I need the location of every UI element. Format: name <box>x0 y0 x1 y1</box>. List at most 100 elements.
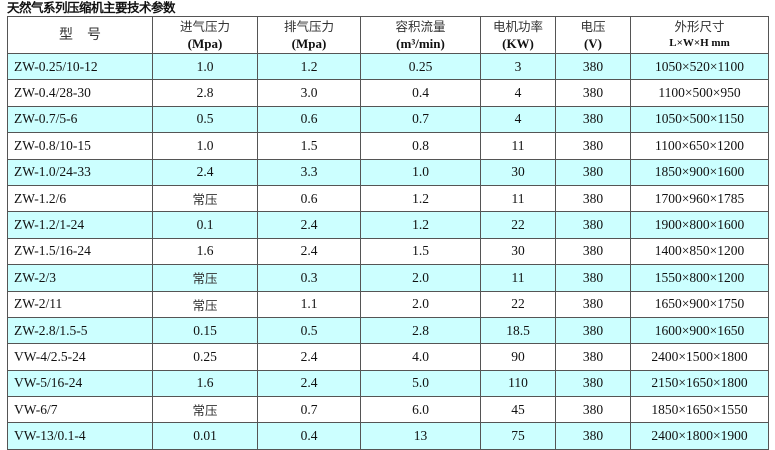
cell-model: ZW-2/3 <box>7 264 153 292</box>
header-label: 电压 <box>580 19 606 34</box>
header-unit: (KW) <box>502 36 534 51</box>
cell-model: ZW-2/11 <box>7 290 153 318</box>
cell-model: ZW-0.25/10-12 <box>7 52 153 81</box>
cell-voltage: 380 <box>555 290 631 318</box>
cell-model: ZW-0.8/10-15 <box>7 132 153 160</box>
header-row: 型 号 进气压力 (Mpa) 排气压力 (Mpa) 容积流量 (m³/min) 电机功率 (KW… <box>7 16 769 54</box>
header-label: 排气压力 <box>283 19 334 34</box>
header-label: 外形尺寸 <box>674 19 725 34</box>
cell-dimensions: 2150×1650×1800 <box>630 369 769 398</box>
cell-voltage: 380 <box>555 343 631 371</box>
cell-inlet-pressure: 2.4 <box>152 158 258 186</box>
cell-dimensions: 1850×900×1600 <box>630 158 769 186</box>
cell-dimensions: 1600×900×1650 <box>630 316 769 345</box>
cell-motor-power: 45 <box>480 396 556 424</box>
cell-flow: 6.0 <box>360 396 481 424</box>
header-label: 电机功率 <box>492 19 543 34</box>
table-row: ZW-1.2/6 常压 0.6 1.2 11 380 1700×960×1785 <box>7 184 769 213</box>
cell-motor-power: 110 <box>480 369 556 398</box>
cell-outlet-pressure: 0.7 <box>257 396 361 424</box>
header-unit: (V) <box>583 36 603 51</box>
cell-model: ZW-0.7/5-6 <box>7 105 153 134</box>
cell-outlet-pressure: 3.0 <box>257 79 361 107</box>
cell-dimensions: 1100×500×950 <box>630 79 769 107</box>
cell-flow: 0.7 <box>360 105 481 134</box>
cell-inlet-pressure: 常压 <box>152 290 258 318</box>
table-row: ZW-0.7/5-6 0.5 0.6 0.7 4 380 1050×500×1150 <box>7 105 769 134</box>
cell-flow: 2.8 <box>360 316 481 345</box>
spec-table: 型 号 进气压力 (Mpa) 排气压力 (Mpa) 容积流量 (m³/min) 电机功率 (KW… <box>7 16 769 450</box>
cell-voltage: 380 <box>555 264 631 292</box>
cell-flow: 5.0 <box>360 369 481 398</box>
cell-inlet-pressure: 0.15 <box>152 316 258 345</box>
table-row: ZW-1.0/24-33 2.4 3.3 1.0 30 380 1850×900×1600 <box>7 158 769 186</box>
cell-motor-power: 30 <box>480 158 556 186</box>
cell-outlet-pressure: 2.4 <box>257 237 361 266</box>
cell-outlet-pressure: 3.3 <box>257 158 361 186</box>
cell-outlet-pressure: 2.4 <box>257 369 361 398</box>
cell-flow: 0.8 <box>360 132 481 160</box>
cell-motor-power: 11 <box>480 184 556 213</box>
header-flow: 容积流量 (m³/min) <box>360 16 481 54</box>
cell-flow: 0.25 <box>360 52 481 81</box>
cell-flow: 1.2 <box>360 184 481 213</box>
header-unit: (Mpa) <box>291 36 327 51</box>
cell-outlet-pressure: 0.5 <box>257 316 361 345</box>
cell-outlet-pressure: 0.6 <box>257 184 361 213</box>
table-row: VW-4/2.5-24 0.25 2.4 4.0 90 380 2400×1500×1800 <box>7 343 769 371</box>
cell-inlet-pressure: 1.6 <box>152 237 258 266</box>
cell-flow: 2.0 <box>360 264 481 292</box>
table-row: ZW-2/3 常压 0.3 2.0 11 380 1550×800×1200 <box>7 264 769 292</box>
cell-model: ZW-1.5/16-24 <box>7 237 153 266</box>
cell-dimensions: 1100×650×1200 <box>630 132 769 160</box>
cell-motor-power: 75 <box>480 422 556 450</box>
cell-inlet-pressure: 常压 <box>152 184 258 213</box>
cell-outlet-pressure: 2.4 <box>257 211 361 239</box>
table-row: VW-5/16-24 1.6 2.4 5.0 110 380 2150×1650×1800 <box>7 369 769 398</box>
cell-dimensions: 1700×960×1785 <box>630 184 769 213</box>
header-label: 容积流量 <box>395 19 446 34</box>
cell-motor-power: 18.5 <box>480 316 556 345</box>
cell-model: ZW-1.0/24-33 <box>7 158 153 186</box>
cell-outlet-pressure: 1.1 <box>257 290 361 318</box>
cell-inlet-pressure: 常压 <box>152 264 258 292</box>
cell-voltage: 380 <box>555 422 631 450</box>
cell-motor-power: 11 <box>480 264 556 292</box>
cell-outlet-pressure: 0.3 <box>257 264 361 292</box>
cell-voltage: 380 <box>555 237 631 266</box>
header-label: 进气压力 <box>179 19 230 34</box>
table-row: ZW-0.25/10-12 1.0 1.2 0.25 3 380 1050×520×1100 <box>7 52 769 81</box>
header-inlet-pressure: 进气压力 (Mpa) <box>152 16 258 54</box>
cell-model: VW-6/7 <box>7 396 153 424</box>
table-title: 天然气系列压缩机主要技术参数 <box>7 0 176 15</box>
cell-voltage: 380 <box>555 105 631 134</box>
header-motor-power: 电机功率 (KW) <box>480 16 556 54</box>
cell-voltage: 380 <box>555 396 631 424</box>
cell-dimensions: 1400×850×1200 <box>630 237 769 266</box>
cell-flow: 13 <box>360 422 481 450</box>
cell-outlet-pressure: 1.2 <box>257 52 361 81</box>
table-row: ZW-1.5/16-24 1.6 2.4 1.5 30 380 1400×850×1200 <box>7 237 769 266</box>
cell-motor-power: 22 <box>480 211 556 239</box>
cell-dimensions: 2400×1500×1800 <box>630 343 769 371</box>
cell-inlet-pressure: 0.5 <box>152 105 258 134</box>
cell-inlet-pressure: 常压 <box>152 396 258 424</box>
table-row: ZW-0.8/10-15 1.0 1.5 0.8 11 380 1100×650×1200 <box>7 132 769 160</box>
cell-inlet-pressure: 1.0 <box>152 132 258 160</box>
cell-dimensions: 1550×800×1200 <box>630 264 769 292</box>
cell-inlet-pressure: 0.25 <box>152 343 258 371</box>
table-row: ZW-2.8/1.5-5 0.15 0.5 2.8 18.5 380 1600×900×16… <box>7 316 769 345</box>
cell-model: ZW-1.2/6 <box>7 184 153 213</box>
cell-dimensions: 1850×1650×1550 <box>630 396 769 424</box>
cell-motor-power: 30 <box>480 237 556 266</box>
header-label: 型 号 <box>59 26 101 43</box>
cell-flow: 2.0 <box>360 290 481 318</box>
cell-voltage: 380 <box>555 316 631 345</box>
cell-motor-power: 90 <box>480 343 556 371</box>
cell-voltage: 380 <box>555 132 631 160</box>
cell-outlet-pressure: 0.6 <box>257 105 361 134</box>
cell-model: VW-5/16-24 <box>7 369 153 398</box>
cell-inlet-pressure: 0.1 <box>152 211 258 239</box>
table-row: ZW-1.2/1-24 0.1 2.4 1.2 22 380 1900×800×1600 <box>7 211 769 239</box>
cell-motor-power: 4 <box>480 105 556 134</box>
